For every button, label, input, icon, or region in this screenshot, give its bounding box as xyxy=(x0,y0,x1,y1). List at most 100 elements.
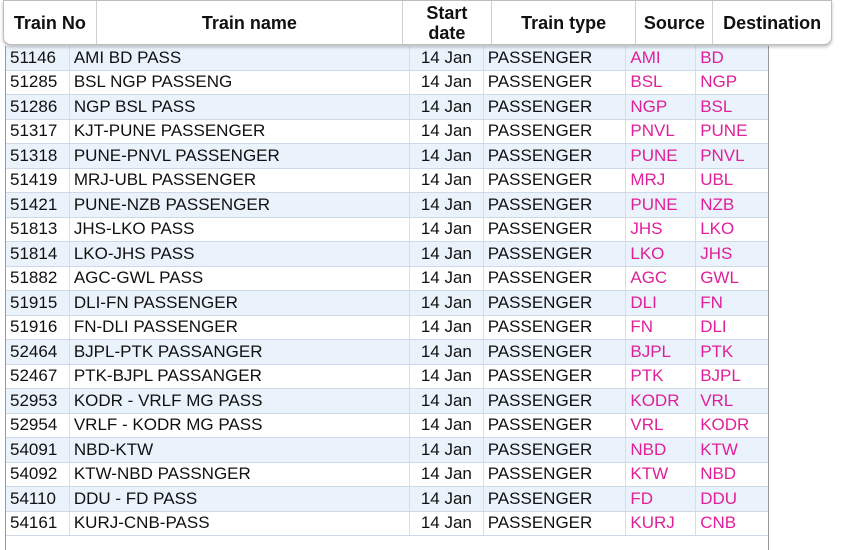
destination-station-cell[interactable]: CNB xyxy=(700,513,737,533)
destination-station-cell[interactable]: DLI xyxy=(700,317,727,337)
destination-station-cell[interactable]: KTW xyxy=(700,439,738,459)
destination-station-cell[interactable]: GWL xyxy=(700,268,739,288)
source-station-cell[interactable]: KODR xyxy=(626,389,697,413)
train-no-cell[interactable]: 52464 xyxy=(6,340,70,364)
column-header-destination[interactable]: Destination xyxy=(713,1,831,44)
table-row[interactable]: 51882 AGC-GWL PASS 14 Jan PASSENGER AGC GWL xyxy=(6,266,768,291)
table-row[interactable]: 51915 DLI-FN PASSENGER 14 Jan PASSENGER DLI F… xyxy=(6,291,768,316)
destination-station-cell[interactable]: NBD xyxy=(700,464,737,484)
column-header-start-date[interactable]: Start date xyxy=(403,1,492,44)
train-name-cell[interactable]: BSL NGP PASSENG xyxy=(70,70,410,94)
table-row[interactable]: 51421 PUNE-NZB PASSENGER 14 Jan PASSENGER PU… xyxy=(6,193,768,218)
table-row[interactable]: 51317 KJT-PUNE PASSENGER 14 Jan PASSENGER PN… xyxy=(6,119,768,144)
destination-station-cell[interactable]: PTK xyxy=(700,341,734,361)
destination-station-cell[interactable]: PUNE xyxy=(700,121,748,141)
train-name-cell[interactable]: BJPL-PTK PASSANGER xyxy=(70,340,410,364)
table-row[interactable]: 51285 BSL NGP PASSENG 14 Jan PASSENGER BSL NG… xyxy=(6,70,768,95)
train-no-cell[interactable]: 52467 xyxy=(6,364,70,388)
destination-station-cell[interactable]: KODR xyxy=(700,415,750,435)
train-no-cell[interactable]: 54092 xyxy=(6,462,70,486)
source-station-cell[interactable]: VRL xyxy=(626,413,697,437)
train-name-cell[interactable]: FN-DLI PASSENGER xyxy=(70,315,410,339)
table-row[interactable]: 52464 BJPL-PTK PASSANGER 14 Jan PASSENGER BJ… xyxy=(6,340,768,365)
source-station-cell[interactable]: JHS xyxy=(626,217,697,241)
source-station-cell[interactable]: FN xyxy=(626,315,697,339)
destination-station-cell[interactable]: VRL xyxy=(700,390,734,410)
source-station-cell[interactable]: PUNE xyxy=(626,144,697,168)
source-station-cell[interactable]: LKO xyxy=(626,242,697,266)
table-row[interactable]: 54092 KTW-NBD PASSNGER 14 Jan PASSENGER KTW N… xyxy=(6,462,768,487)
source-station-cell[interactable]: DLI xyxy=(626,291,697,315)
train-no-cell[interactable]: 51814 xyxy=(6,242,70,266)
train-name-cell[interactable]: AGC-GWL PASS xyxy=(70,266,410,290)
destination-station-cell[interactable]: FN xyxy=(700,292,723,312)
train-no-cell[interactable]: 52954 xyxy=(6,413,70,437)
train-name-cell[interactable]: DLI-FN PASSENGER xyxy=(70,291,410,315)
train-name-cell[interactable]: KJT-PUNE PASSENGER xyxy=(70,119,410,143)
table-row[interactable]: 52953 KODR - VRLF MG PASS 14 Jan PASSENGER K… xyxy=(6,389,768,414)
destination-station-cell[interactable]: BSL xyxy=(700,96,733,116)
train-no-cell[interactable]: 51421 xyxy=(6,193,70,217)
destination-station-cell[interactable]: DDU xyxy=(700,488,738,508)
train-no-cell[interactable]: 54161 xyxy=(6,511,70,535)
train-name-cell[interactable]: NGP BSL PASS xyxy=(70,95,410,119)
destination-station-cell[interactable]: PNVL xyxy=(700,145,745,165)
table-row[interactable]: 54091 NBD-KTW 14 Jan PASSENGER NBD KTW xyxy=(6,438,768,463)
table-row[interactable]: 54161 KURJ-CNB-PASS 14 Jan PASSENGER KURJ CNB xyxy=(6,511,768,536)
table-row[interactable]: 51318 PUNE-PNVL PASSENGER 14 Jan PASSENGER P… xyxy=(6,144,768,169)
train-no-cell[interactable]: 51318 xyxy=(6,144,70,168)
train-no-cell[interactable]: 54091 xyxy=(6,438,70,462)
table-row[interactable]: 51916 FN-DLI PASSENGER 14 Jan PASSENGER FN DL… xyxy=(6,315,768,340)
train-no-cell[interactable]: 52953 xyxy=(6,389,70,413)
train-name-cell[interactable]: NBD-KTW xyxy=(70,438,410,462)
source-station-cell[interactable]: PTK xyxy=(626,364,697,388)
source-station-cell[interactable]: NBD xyxy=(626,438,697,462)
train-no-cell[interactable]: 51286 xyxy=(6,95,70,119)
destination-station-cell[interactable]: BJPL xyxy=(700,366,741,386)
column-header-source[interactable]: Source xyxy=(636,1,714,44)
source-station-cell[interactable]: NGP xyxy=(626,95,697,119)
train-name-cell[interactable]: KODR - VRLF MG PASS xyxy=(70,389,410,413)
column-header-train-no[interactable]: Train No xyxy=(4,1,97,44)
train-name-cell[interactable]: DDU - FD PASS xyxy=(70,487,410,511)
source-station-cell[interactable]: FD xyxy=(626,487,697,511)
source-station-cell[interactable]: PNVL xyxy=(626,119,697,143)
column-header-train-name[interactable]: Train name xyxy=(97,1,404,44)
train-name-cell[interactable]: VRLF - KODR MG PASS xyxy=(70,413,410,437)
source-station-cell[interactable]: KURJ xyxy=(626,511,697,535)
table-row[interactable]: 51146 AMI BD PASS 14 Jan PASSENGER AMI BD xyxy=(6,46,768,71)
destination-station-cell[interactable]: BD xyxy=(700,47,724,67)
train-no-cell[interactable]: 54110 xyxy=(6,487,70,511)
table-row[interactable]: 54110 DDU - FD PASS 14 Jan PASSENGER FD DDU xyxy=(6,487,768,512)
train-name-cell[interactable]: KTW-NBD PASSNGER xyxy=(70,462,410,486)
source-station-cell[interactable]: BJPL xyxy=(626,340,697,364)
train-name-cell[interactable]: KURJ-CNB-PASS xyxy=(70,511,410,535)
table-row[interactable]: 52954 VRLF - KODR MG PASS 14 Jan PASSENGER V… xyxy=(6,413,768,438)
train-name-cell[interactable]: LKO-JHS PASS xyxy=(70,242,410,266)
train-no-cell[interactable]: 51882 xyxy=(6,266,70,290)
source-station-cell[interactable]: BSL xyxy=(626,70,697,94)
train-name-cell[interactable]: JHS-LKO PASS xyxy=(70,217,410,241)
train-no-cell[interactable]: 51285 xyxy=(6,70,70,94)
train-no-cell[interactable]: 51317 xyxy=(6,119,70,143)
source-station-cell[interactable]: MRJ xyxy=(626,168,697,192)
table-row[interactable]: 51286 NGP BSL PASS 14 Jan PASSENGER NGP BSL xyxy=(6,95,768,120)
source-station-cell[interactable]: AGC xyxy=(626,266,697,290)
destination-station-cell[interactable]: JHS xyxy=(700,243,733,263)
destination-station-cell[interactable]: LKO xyxy=(700,219,735,239)
train-no-cell[interactable]: 51419 xyxy=(6,168,70,192)
train-no-cell[interactable]: 51916 xyxy=(6,315,70,339)
train-name-cell[interactable]: PUNE-NZB PASSENGER xyxy=(70,193,410,217)
column-header-train-type[interactable]: Train type xyxy=(492,1,637,44)
train-name-cell[interactable]: MRJ-UBL PASSENGER xyxy=(70,168,410,192)
destination-station-cell[interactable]: UBL xyxy=(700,170,734,190)
train-name-cell[interactable]: PTK-BJPL PASSANGER xyxy=(70,364,410,388)
source-station-cell[interactable]: KTW xyxy=(626,462,697,486)
source-station-cell[interactable]: AMI xyxy=(626,46,697,70)
destination-station-cell[interactable]: NGP xyxy=(700,72,738,92)
table-row[interactable]: 51814 LKO-JHS PASS 14 Jan PASSENGER LKO JHS xyxy=(6,242,768,267)
table-row[interactable]: 52467 PTK-BJPL PASSANGER 14 Jan PASSENGER PT… xyxy=(6,364,768,389)
train-name-cell[interactable]: AMI BD PASS xyxy=(70,46,410,70)
source-station-cell[interactable]: PUNE xyxy=(626,193,697,217)
train-no-cell[interactable]: 51146 xyxy=(6,46,70,70)
